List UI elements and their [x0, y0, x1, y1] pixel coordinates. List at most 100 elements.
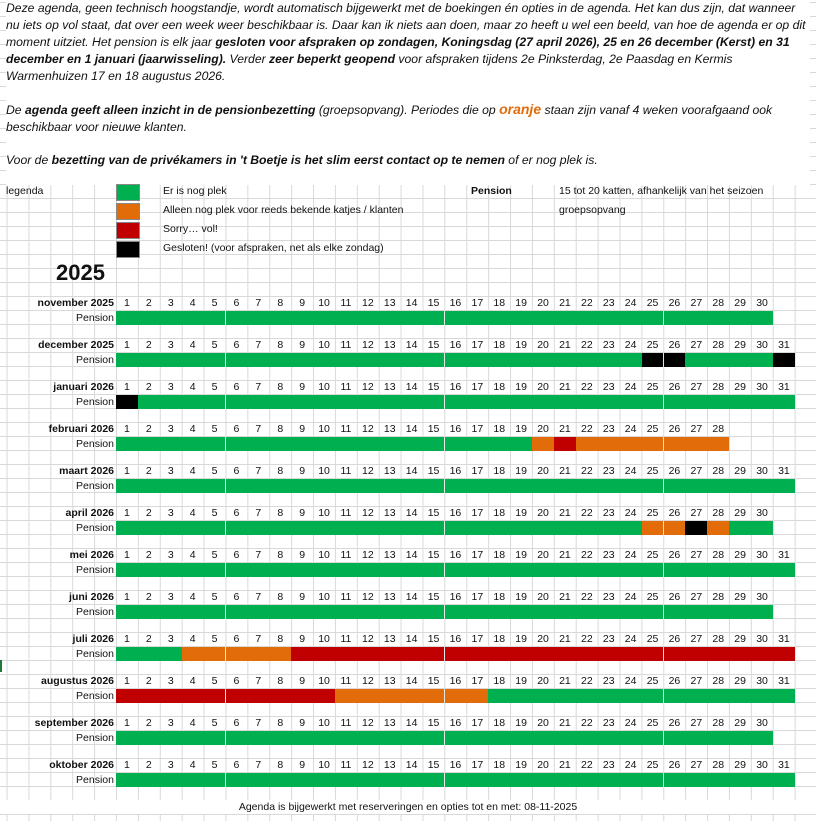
- row-label-pension: Pension: [76, 396, 114, 408]
- day-cell-free: [203, 563, 226, 577]
- day-number: 19: [515, 423, 527, 435]
- day-number: 2: [145, 339, 152, 351]
- day-number: 7: [255, 381, 262, 393]
- day-cell-free: [225, 311, 248, 325]
- row-label-pension: Pension: [76, 606, 114, 618]
- legend-label-free: Er is nog plek: [163, 185, 227, 197]
- day-cell-free: [729, 605, 752, 619]
- day-number: 19: [515, 339, 527, 351]
- day-cell-free: [619, 395, 642, 409]
- day-cell-free: [597, 353, 620, 367]
- day-number: 6: [233, 465, 240, 477]
- day-number: 13: [383, 717, 396, 729]
- day-cell-free: [729, 311, 752, 325]
- day-number: 23: [602, 675, 615, 687]
- day-cell-free: [116, 563, 138, 577]
- day-number: 2: [145, 297, 152, 309]
- day-cell-free: [181, 395, 204, 409]
- day-number: 26: [668, 549, 681, 561]
- day-cell-free: [488, 395, 511, 409]
- day-cell-free: [247, 479, 270, 493]
- day-number: 9: [299, 465, 306, 477]
- day-cell-free: [619, 731, 642, 745]
- day-cell-free: [619, 353, 642, 367]
- day-cell-free: [422, 563, 445, 577]
- day-cell-free: [400, 437, 423, 451]
- day-cell-free: [247, 437, 270, 451]
- day-number: 2: [145, 423, 152, 435]
- day-cell-free: [335, 437, 357, 451]
- day-number: 2: [145, 675, 152, 687]
- day-number: 27: [690, 633, 703, 645]
- day-number: 21: [559, 633, 571, 645]
- day-cell-free: [619, 311, 642, 325]
- row-label-pension: Pension: [76, 774, 114, 786]
- day-number: 17: [471, 423, 484, 435]
- day-number: 31: [778, 759, 790, 771]
- day-cell-free: [159, 647, 182, 661]
- day-cell-full: [225, 689, 248, 703]
- day-number: 29: [734, 381, 746, 393]
- day-cell-free: [181, 563, 204, 577]
- day-number: 16: [449, 591, 462, 603]
- day-cell-free: [554, 521, 576, 535]
- row-label-pension: Pension: [76, 354, 114, 366]
- day-cell-free: [751, 311, 773, 325]
- day-cell-free: [181, 605, 204, 619]
- day-number: 26: [668, 717, 681, 729]
- day-number: 1: [124, 465, 130, 477]
- day-cell-free: [335, 563, 357, 577]
- day-cell-closed: [685, 521, 708, 535]
- day-number: 23: [602, 759, 615, 771]
- day-cell-free: [335, 731, 357, 745]
- day-number: 27: [690, 465, 703, 477]
- day-cell-free: [313, 353, 335, 367]
- day-cell-free: [510, 311, 533, 325]
- day-number: 20: [537, 339, 549, 351]
- day-number: 10: [318, 507, 330, 519]
- row-label-pension: Pension: [76, 522, 114, 534]
- month-row: september 2026 Pension 1 2 3 4 5 6 7 8 9 10 11 12 13 14…: [0, 716, 816, 746]
- intro-paragraph-2: De agenda geeft alleen inzicht in de pen…: [6, 101, 810, 136]
- day-cell-free: [685, 773, 708, 787]
- day-cell-free: [685, 311, 708, 325]
- day-number: 18: [493, 717, 506, 729]
- day-cell-full: [751, 647, 773, 661]
- day-number: 13: [383, 549, 396, 561]
- day-cell-free: [247, 773, 270, 787]
- day-cell-free: [751, 563, 773, 577]
- day-cell-free: [116, 647, 138, 661]
- day-number: 18: [493, 591, 506, 603]
- day-number: 1: [124, 297, 130, 309]
- day-cell-free: [422, 521, 445, 535]
- month-name: oktober 2026: [49, 759, 114, 771]
- day-number: 13: [383, 423, 396, 435]
- day-cell-free: [466, 353, 489, 367]
- day-number: 6: [233, 507, 240, 519]
- day-cell-free: [335, 773, 357, 787]
- day-cell-full: [663, 647, 686, 661]
- day-number: 30: [756, 297, 768, 309]
- month-name: april 2026: [65, 507, 114, 519]
- day-number: 7: [255, 465, 262, 477]
- day-number: 18: [493, 675, 506, 687]
- day-cell-free: [751, 521, 773, 535]
- day-cell-free: [663, 311, 686, 325]
- day-number: 10: [318, 717, 330, 729]
- day-number: 28: [712, 423, 725, 435]
- day-number: 15: [427, 717, 440, 729]
- day-cell-full: [400, 647, 423, 661]
- day-number: 3: [167, 339, 174, 351]
- day-cell-free: [751, 731, 773, 745]
- legend-swatch-known: [116, 203, 140, 220]
- day-number: 4: [189, 633, 196, 645]
- day-cell-free: [488, 773, 511, 787]
- day-cell-full: [729, 647, 752, 661]
- day-cell-free: [532, 395, 554, 409]
- day-cell-free: [641, 731, 664, 745]
- day-number: 27: [690, 591, 703, 603]
- day-number: 17: [471, 339, 484, 351]
- day-number: 16: [449, 549, 462, 561]
- day-cell-full: [488, 647, 511, 661]
- day-cell-free: [685, 605, 708, 619]
